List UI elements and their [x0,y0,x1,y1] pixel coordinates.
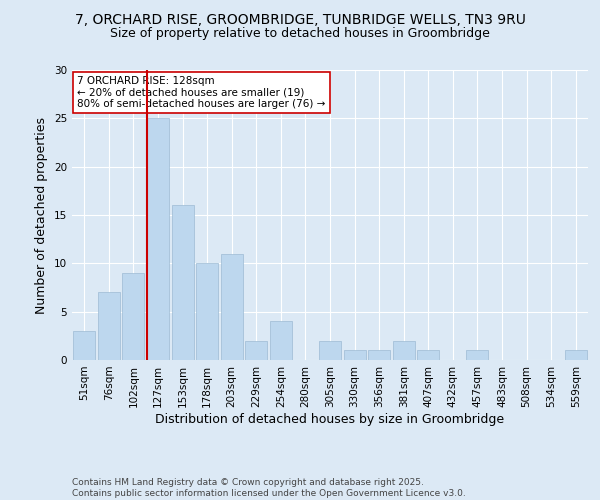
Bar [172,206,194,360]
Bar [368,350,390,360]
Bar [98,292,120,360]
Bar [392,340,415,360]
Text: Size of property relative to detached houses in Groombridge: Size of property relative to detached ho… [110,28,490,40]
Text: Contains HM Land Registry data © Crown copyright and database right 2025.
Contai: Contains HM Land Registry data © Crown c… [72,478,466,498]
Bar [344,350,365,360]
Bar [221,254,243,360]
Bar [122,273,145,360]
Y-axis label: Number of detached properties: Number of detached properties [35,116,49,314]
Bar [565,350,587,360]
Bar [417,350,439,360]
Bar [245,340,268,360]
Bar [147,118,169,360]
Bar [73,331,95,360]
Bar [466,350,488,360]
X-axis label: Distribution of detached houses by size in Groombridge: Distribution of detached houses by size … [155,412,505,426]
Bar [196,264,218,360]
Bar [270,322,292,360]
Text: 7 ORCHARD RISE: 128sqm
← 20% of detached houses are smaller (19)
80% of semi-det: 7 ORCHARD RISE: 128sqm ← 20% of detached… [77,76,326,109]
Text: 7, ORCHARD RISE, GROOMBRIDGE, TUNBRIDGE WELLS, TN3 9RU: 7, ORCHARD RISE, GROOMBRIDGE, TUNBRIDGE … [74,12,526,26]
Bar [319,340,341,360]
